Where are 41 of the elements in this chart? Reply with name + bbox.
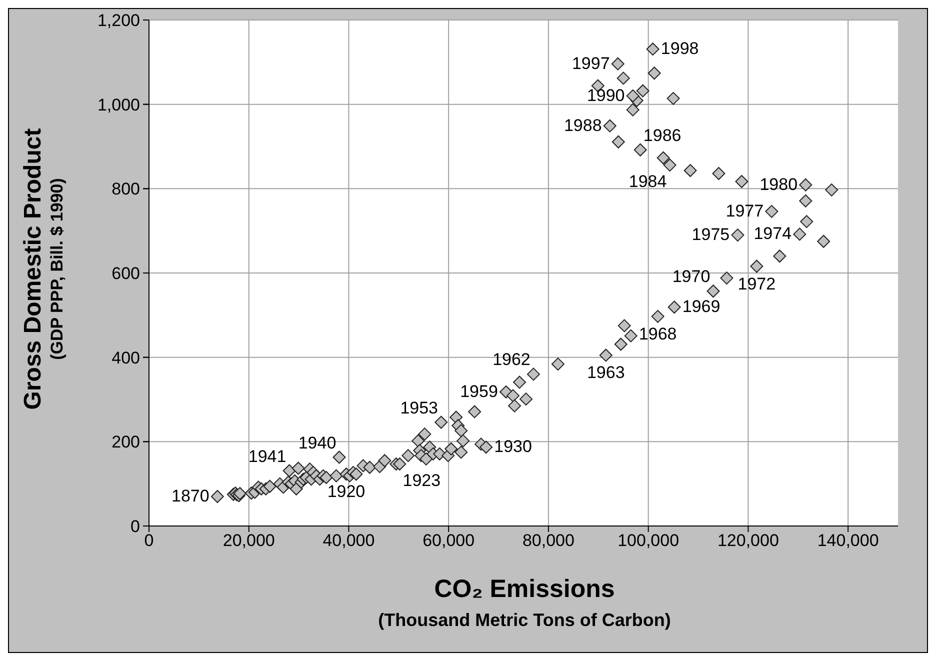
x-axis-title: CO₂ Emissions (Thousand Metric Tons of Carbon) [377,575,672,631]
annotation: 1969 [682,297,720,316]
annotation: 1988 [564,116,602,135]
annotation: 1970 [672,267,710,286]
annotation: 1920 [327,482,366,502]
annotation: 1975 [692,225,730,244]
x-tick-label: 20,000 [222,531,275,550]
annotation: 1984 [628,172,667,192]
x-tick-label: 120,000 [717,531,779,550]
annotation: 1997 [572,54,610,73]
y-tick-label: 800 [112,180,140,199]
annotation: 1870 [171,486,210,506]
annotation: 1963 [586,363,625,382]
annotation: 1990 [586,86,625,105]
y-tick-label: 200 [112,432,140,452]
x-tick-label: 100,000 [618,531,680,550]
y-axis-title: Gross Domestic Product (GDP PPP, Bill. $ 1990) [20,128,68,410]
annotation: 1930 [494,437,532,456]
annotation: 1941 [248,446,286,466]
y-tick-label: 1,200 [97,11,140,30]
y-tick-label: 400 [112,348,140,368]
annotation: 1986 [643,126,682,145]
x-tick-label: 140,000 [817,531,879,550]
x-tick-label: 80,000 [522,531,574,550]
annotation: 1972 [738,274,776,294]
annotation: 1962 [492,350,530,370]
annotation: 1940 [298,433,336,452]
y-tick-label: 0 [130,517,140,536]
x-tick-label: 40,000 [322,531,375,550]
y-tick-label: 1,000 [97,95,140,114]
annotation: 1968 [638,324,677,344]
annotation: 1959 [460,382,498,401]
y-tick-label: 600 [112,264,140,283]
annotation: 1977 [726,201,764,220]
annotation: 1974 [754,224,792,244]
x-tick-label: 0 [144,531,154,550]
x-tick-label: 60,000 [422,531,475,550]
annotation: 1923 [402,471,441,490]
annotation: 1998 [660,39,699,58]
annotation: 1980 [760,174,798,194]
annotation: 1953 [400,398,438,418]
